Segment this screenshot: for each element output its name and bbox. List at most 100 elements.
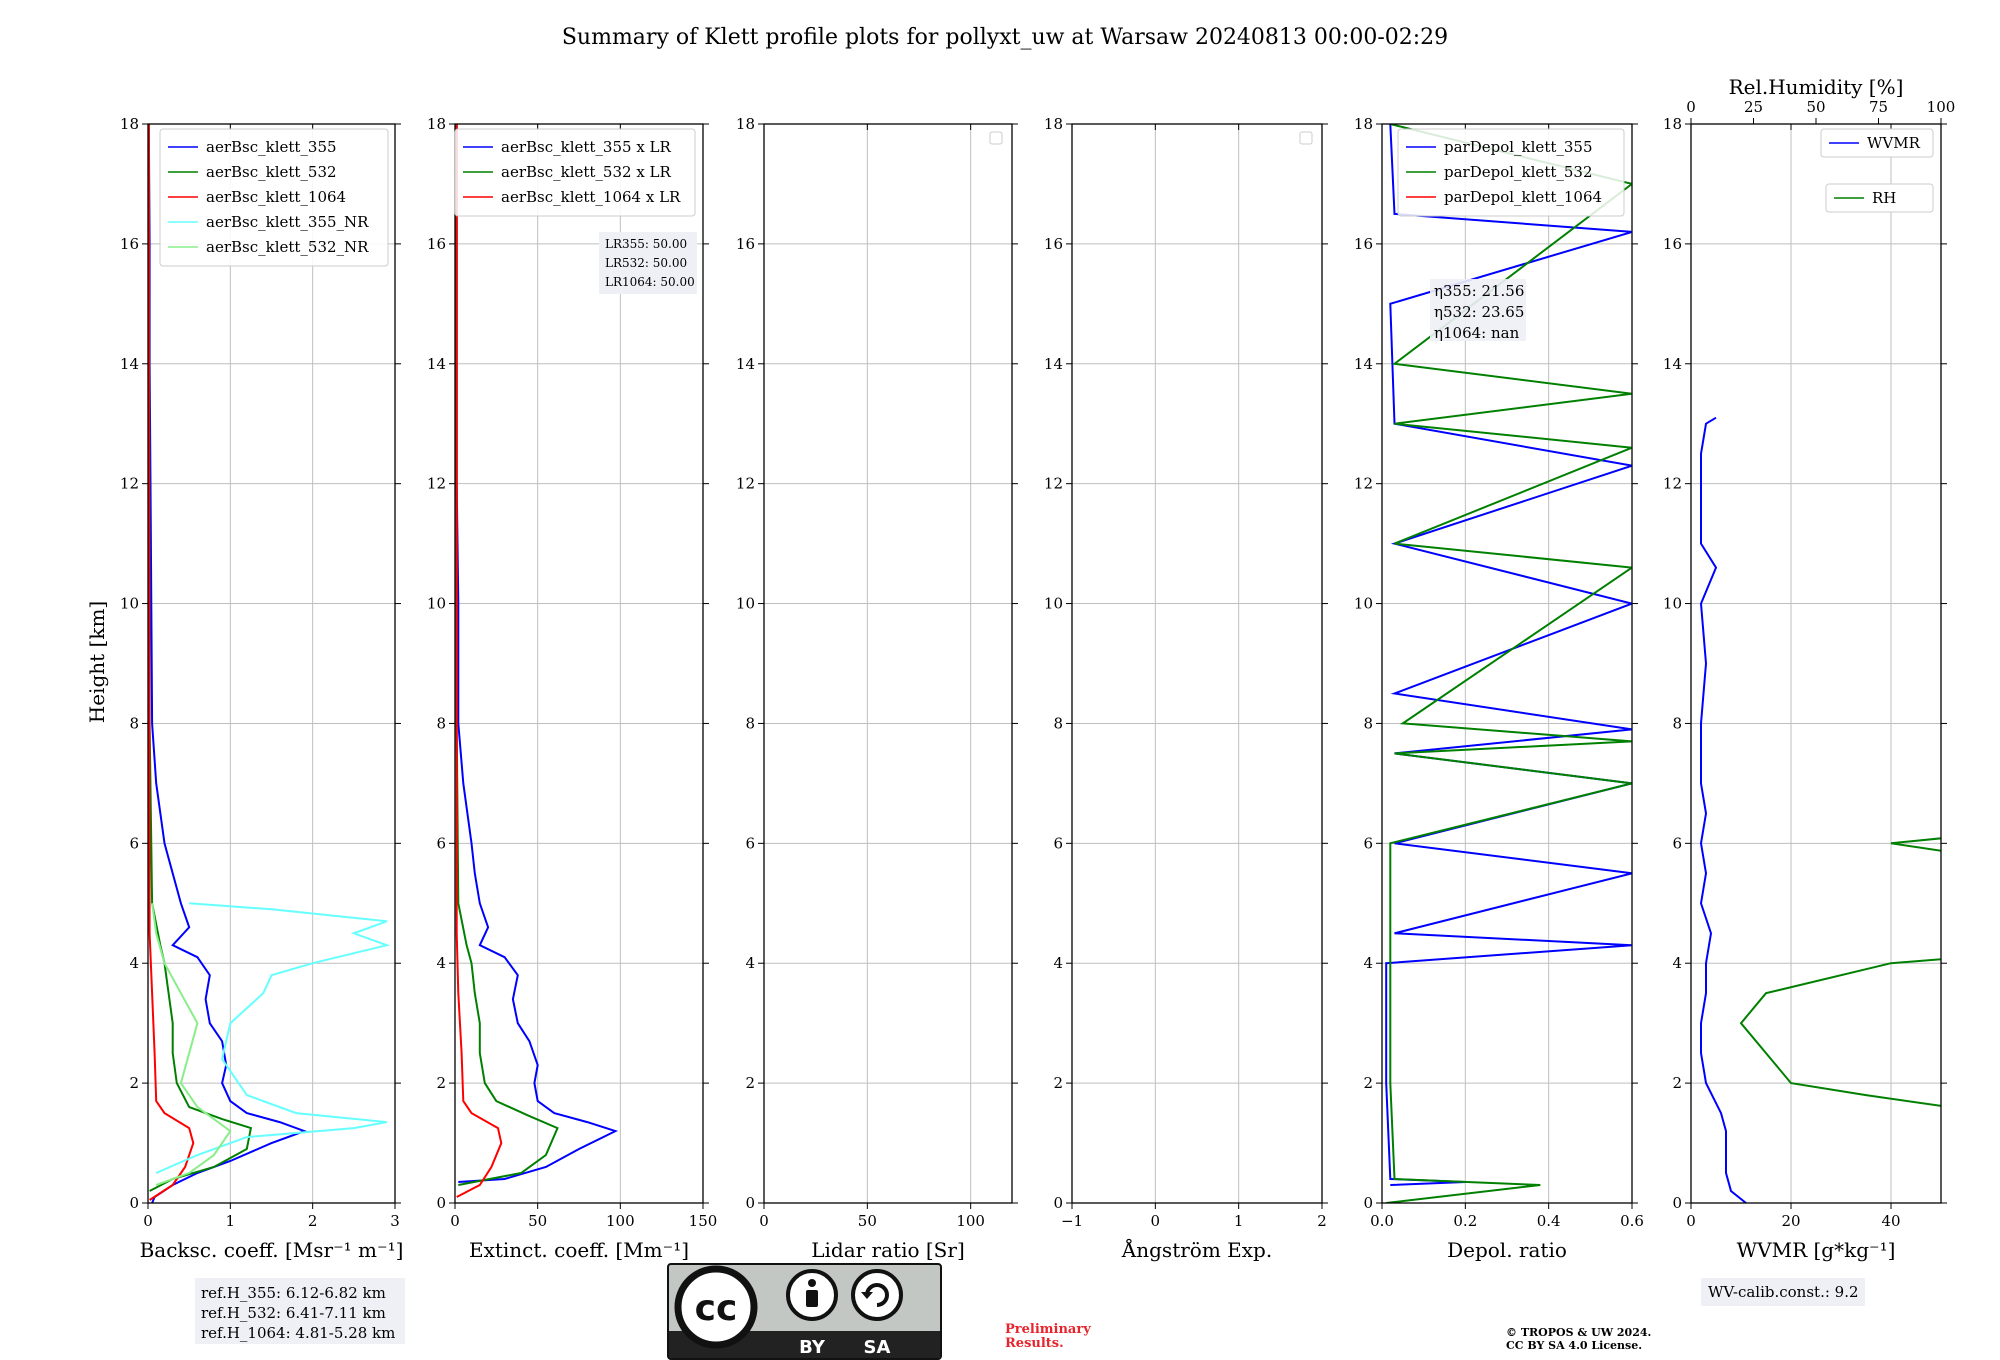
extinction-legend-label-aerbsc-klett-1064-x-lr: aerBsc_klett_1064 x LR <box>501 188 681 206</box>
reference-heights-box: ref.H_355: 6.12-6.82 km ref.H_532: 6.41-… <box>195 1278 405 1344</box>
depol-annotation-box <box>1430 279 1526 341</box>
extinction-xtick-label-0: 0 <box>450 1212 460 1230</box>
ref-h-532: ref.H_532: 6.41-7.11 km <box>201 1304 386 1322</box>
lidar-ratio-empty-legend <box>989 131 1003 145</box>
depol-frame <box>1381 123 1633 1204</box>
depol-legend-label-pardepol-klett-1064: parDepol_klett_1064 <box>1444 188 1602 206</box>
extinction-annotation: LR355: 50.00 LR532: 50.00 LR1064: 50.00 <box>599 232 697 294</box>
wvmr-top-tick-label-4: 100 <box>1927 98 1956 116</box>
backscatter-ytick-label-1: 2 <box>129 1074 139 1092</box>
extinction-annotation-line-0: LR355: 50.00 <box>605 237 687 251</box>
angstrom-ytick-label-9: 18 <box>1044 115 1063 133</box>
depol-ytick-label-8: 16 <box>1354 235 1373 253</box>
depol-ytick-label-5: 10 <box>1354 595 1373 613</box>
lidar-ratio-xlabel: Lidar ratio [Sr] <box>811 1238 965 1262</box>
backscatter-xtick-label-0: 0 <box>143 1212 153 1230</box>
panel-depol: 0.0 0.2 0.4 0.6 0 2 4 6 8 10 12 14 16 18 Depol. ratio p… <box>1354 115 1644 1262</box>
lidar-ratio-ytick-label-8: 16 <box>736 235 755 253</box>
series-wvmr <box>1699 416 1747 1203</box>
depol-legend: parDepol_klett_355 parDepol_klett_532 parD… <box>1397 128 1625 217</box>
wvmr-legend-label-rh: RH <box>1872 189 1896 207</box>
backscatter-legend-box <box>159 128 389 267</box>
depol-ytick-label-2: 4 <box>1363 954 1373 972</box>
backscatter-legend-label-aerbsc-klett-532-nr: aerBsc_klett_532_NR <box>206 238 369 256</box>
series-aerbsc-klett-355-nr <box>155 902 391 1174</box>
angstrom-ytick-label-0: 0 <box>1053 1194 1063 1212</box>
angstrom-ytick-label-7: 14 <box>1044 355 1063 373</box>
extinction-annotation-line-2: LR1064: 50.00 <box>605 275 695 289</box>
depol-ytick-label-1: 2 <box>1363 1074 1373 1092</box>
lidar-ratio-ytick-label-3: 6 <box>745 834 755 852</box>
wvmr-legend-box-1 <box>1825 183 1934 213</box>
wvmr-ytick-label-2: 4 <box>1672 954 1682 972</box>
depol-xtick-label-0: 0.0 <box>1370 1212 1394 1230</box>
extinction-legend-label-aerbsc-klett-355-x-lr: aerBsc_klett_355 x LR <box>501 138 672 156</box>
angstrom-ytick-label-1: 2 <box>1053 1074 1063 1092</box>
wv-calib-constant: WV-calib.const.: 9.2 <box>1708 1283 1859 1301</box>
lidar-ratio-xtick-label-1: 50 <box>858 1212 877 1230</box>
wvmr-xtick-label-0: 0 <box>1686 1212 1696 1230</box>
cc-sa-label: SA <box>864 1337 891 1358</box>
backscatter-legend: aerBsc_klett_355 aerBsc_klett_532 aerBsc_k… <box>159 128 389 267</box>
figure-title: Summary of Klett profile plots for polly… <box>562 25 1448 50</box>
wvmr-series <box>1699 416 1941 1203</box>
depol-ytick-label-6: 12 <box>1354 475 1373 493</box>
extinction-ytick-label-2: 4 <box>436 954 446 972</box>
lidar-ratio-ytick-label-9: 18 <box>736 115 755 133</box>
wvmr-legend-box-0 <box>1820 128 1934 158</box>
lidar-ratio-ytick-label-1: 2 <box>745 1074 755 1092</box>
angstrom-xlabel: Ångström Exp. <box>1121 1237 1272 1262</box>
preliminary-note: Preliminary <box>1005 1322 1091 1337</box>
series-rh <box>1739 837 1941 1107</box>
wvmr-ytick-label-8: 16 <box>1663 235 1682 253</box>
lidar-ratio-ytick-label-5: 10 <box>736 595 755 613</box>
extinction-ytick-label-1: 2 <box>436 1074 446 1092</box>
backscatter-legend-label-aerbsc-klett-355-nr: aerBsc_klett_355_NR <box>206 213 369 231</box>
depol-ytick-label-0: 0 <box>1363 1194 1373 1212</box>
extinction-ytick-label-4: 8 <box>436 714 446 732</box>
extinction-xtick-label-1: 50 <box>528 1212 547 1230</box>
backscatter-ytick-label-4: 8 <box>129 714 139 732</box>
lidar-ratio-ytick-label-7: 14 <box>736 355 755 373</box>
series-aerbsc-klett-532 <box>148 124 253 1192</box>
backscatter-ytick-label-7: 14 <box>120 355 139 373</box>
backscatter-ytick-label-3: 6 <box>129 834 139 852</box>
depol-annotation-line-0: η355: 21.56 <box>1434 282 1524 300</box>
wvmr-ytick-label-3: 6 <box>1672 834 1682 852</box>
lidar-ratio-xtick-label-2: 100 <box>956 1212 985 1230</box>
lidar-ratio-ytick-label-2: 4 <box>745 954 755 972</box>
wvmr-xlabel: WVMR [g*kg⁻¹] <box>1737 1238 1896 1262</box>
wvmr-legend: WVMR RH <box>1820 128 1934 213</box>
wv-calibration-box: WV-calib.const.: 9.2 <box>1701 1278 1865 1306</box>
panel-extinction: 0 50 100 150 0 2 4 6 8 10 12 14 16 18 Extinct. coeff. … <box>427 115 717 1262</box>
backscatter-ytick-label-9: 18 <box>120 115 139 133</box>
angstrom-xtick-label-3: 2 <box>1317 1212 1327 1230</box>
cc-by-label: BY <box>799 1337 826 1358</box>
series-aerbsc-klett-1064-x-lr <box>455 124 503 1198</box>
copyright-line: © TROPOS & UW 2024. <box>1506 1326 1651 1339</box>
wvmr-top-tick-label-3: 75 <box>1869 98 1888 116</box>
ref-h-355: ref.H_355: 6.12-6.82 km <box>201 1284 386 1302</box>
depol-xtick-label-1: 0.2 <box>1453 1212 1477 1230</box>
series-aerbsc-klett-355 <box>148 124 308 1203</box>
lidar-ratio-frame <box>763 123 1013 1204</box>
depol-annotation-line-1: η532: 23.65 <box>1434 303 1524 321</box>
backscatter-ytick-label-5: 10 <box>120 595 139 613</box>
series-aerbsc-klett-532-nr <box>151 903 232 1186</box>
series-pardepol-klett-532 <box>1386 124 1632 1203</box>
wvmr-top-tick-label-1: 25 <box>1744 98 1763 116</box>
backscatter-xtick-label-1: 1 <box>226 1212 236 1230</box>
angstrom-ytick-label-8: 16 <box>1044 235 1063 253</box>
wvmr-top-tick-label-0: 0 <box>1686 98 1696 116</box>
angstrom-frame <box>1071 123 1323 1204</box>
wvmr-frame <box>1690 123 1942 1204</box>
depol-xtick-label-2: 0.4 <box>1537 1212 1561 1230</box>
extinction-annotation-box <box>599 232 697 294</box>
wvmr-ytick-label-9: 18 <box>1663 115 1682 133</box>
series-aerbsc-klett-532-x-lr <box>455 124 559 1186</box>
wvmr-xtick-label-2: 40 <box>1881 1212 1900 1230</box>
extinction-xtick-label-2: 100 <box>606 1212 635 1230</box>
depol-ytick-label-4: 8 <box>1363 714 1373 732</box>
series-aerbsc-klett-355-x-lr <box>455 124 619 1183</box>
